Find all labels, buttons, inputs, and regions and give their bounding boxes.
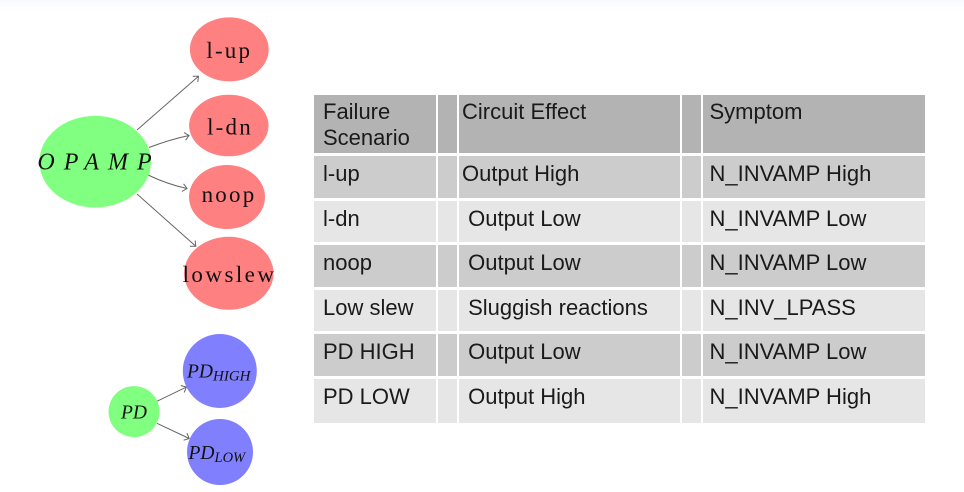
svg-text:PD: PD <box>120 403 147 424</box>
svg-text:l-dn: l-dn <box>207 115 253 140</box>
svg-text:l-up: l-up <box>206 38 252 63</box>
svg-text:noop: noop <box>202 182 257 207</box>
svg-text:OPAMP: OPAMP <box>37 150 160 176</box>
svg-text:lowslew: lowslew <box>183 262 277 287</box>
